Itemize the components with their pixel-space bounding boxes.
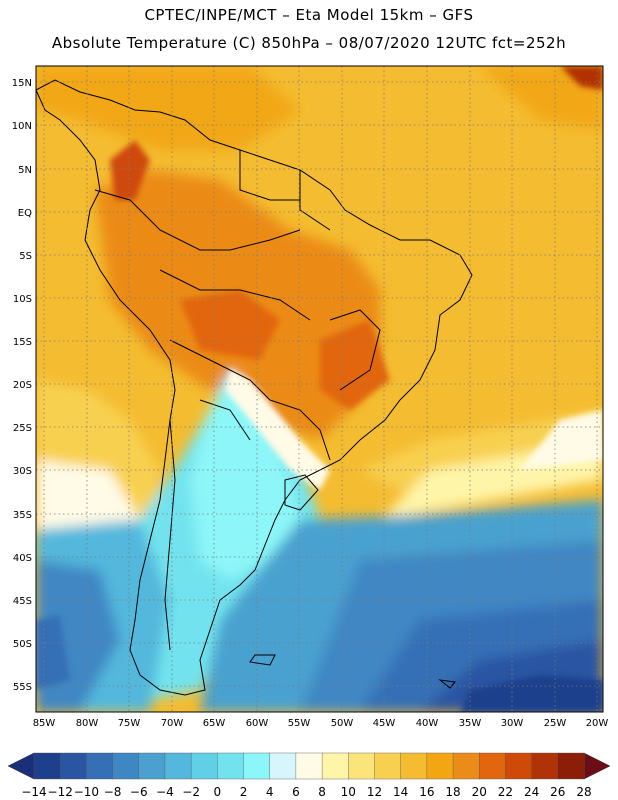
- colorbar-swatch: [374, 752, 402, 780]
- colorbar-over-arrow: [583, 752, 611, 780]
- colorbar-label: 22: [498, 785, 513, 799]
- colorbar-label: 28: [576, 785, 591, 799]
- lat-label: 15N: [12, 78, 32, 89]
- colorbar-label: −4: [156, 785, 174, 799]
- lat-label: 40S: [13, 553, 32, 564]
- colorbar-label: 12: [367, 785, 382, 799]
- colorbar-swatch: [505, 752, 533, 780]
- colorbar-label: −2: [182, 785, 200, 799]
- colorbar-swatch: [426, 752, 454, 780]
- lat-label: 35S: [13, 510, 32, 521]
- colorbar-swatch: [269, 752, 297, 780]
- colorbar-swatch: [190, 752, 218, 780]
- lat-label: 15S: [13, 337, 32, 348]
- colorbar-swatch: [217, 752, 245, 780]
- lon-label: 25W: [544, 718, 567, 729]
- colorbar-labels: −14 −12 −10 −8 −6 −4 −2 0 2 4 6 8 10 12 14 16 18 20 22 24 26…: [21, 785, 591, 799]
- colorbar-swatches: [33, 752, 585, 780]
- lat-label: EQ: [18, 208, 32, 219]
- lat-label: 55S: [13, 682, 32, 693]
- colorbar-label: −6: [130, 785, 148, 799]
- colorbar-label: 18: [445, 785, 460, 799]
- colorbar-label: 8: [318, 785, 326, 799]
- lon-label: 70W: [161, 718, 184, 729]
- lon-label: 75W: [118, 718, 141, 729]
- lat-label: 20S: [13, 380, 32, 391]
- colorbar-swatch: [33, 752, 61, 780]
- lat-label: 50S: [13, 639, 32, 650]
- colorbar-swatch: [138, 752, 166, 780]
- latitude-axis: 15N 10N 5N EQ 5S 10S 15S 20S 25S 30S 35S…: [12, 78, 32, 693]
- colorbar-under-arrow: [7, 752, 35, 780]
- lon-label: 50W: [331, 718, 354, 729]
- title-line-1: CPTEC/INPE/MCT – Eta Model 15km – GFS: [144, 6, 474, 24]
- graticule: [36, 66, 603, 712]
- colorbar-label: 16: [419, 785, 434, 799]
- lon-label: 30W: [501, 718, 524, 729]
- colorbar: −14 −12 −10 −8 −6 −4 −2 0 2 4 6 8 10 12 14 16 18 20 22 24 26…: [7, 752, 611, 799]
- colorbar-swatch: [479, 752, 507, 780]
- map-frame: [35, 65, 604, 713]
- colorbar-swatch: [59, 752, 87, 780]
- colorbar-swatch: [321, 752, 349, 780]
- colorbar-label: −14: [21, 785, 46, 799]
- lat-label: 30S: [13, 466, 32, 477]
- lon-label: 80W: [76, 718, 99, 729]
- lon-label: 20W: [586, 718, 609, 729]
- colorbar-label: 20: [472, 785, 487, 799]
- temperature-field: [36, 66, 603, 712]
- title-line-2: Absolute Temperature (C) 850hPa – 08/07/…: [51, 34, 567, 52]
- colorbar-swatch: [400, 752, 428, 780]
- colorbar-label: 4: [266, 785, 274, 799]
- lat-label: 10S: [13, 294, 32, 305]
- lon-label: 60W: [246, 718, 269, 729]
- colorbar-swatch: [557, 752, 585, 780]
- lon-label: 55W: [288, 718, 311, 729]
- colorbar-swatch: [86, 752, 114, 780]
- colorbar-label: 6: [292, 785, 300, 799]
- colorbar-label: −8: [104, 785, 122, 799]
- lat-label: 45S: [13, 596, 32, 607]
- lat-label: 5N: [18, 165, 32, 176]
- lon-label: 40W: [416, 718, 439, 729]
- longitude-axis: 85W 80W 75W 70W 65W 60W 55W 50W 45W 40W …: [33, 718, 609, 729]
- colorbar-swatch: [243, 752, 271, 780]
- colorbar-label: −12: [48, 785, 73, 799]
- coastline: [36, 79, 473, 696]
- colorbar-label: 10: [341, 785, 356, 799]
- lon-label: 85W: [33, 718, 56, 729]
- colorbar-label: 14: [393, 785, 408, 799]
- lon-label: 35W: [459, 718, 482, 729]
- colorbar-label: 2: [240, 785, 248, 799]
- lat-label: 10N: [12, 121, 32, 132]
- lat-label: 5S: [19, 251, 32, 262]
- lon-label: 45W: [373, 718, 396, 729]
- colorbar-swatch: [295, 752, 323, 780]
- colorbar-label: 26: [550, 785, 565, 799]
- colorbar-swatch: [452, 752, 480, 780]
- lat-label: 25S: [13, 423, 32, 434]
- colorbar-label: −10: [74, 785, 99, 799]
- colorbar-swatch: [531, 752, 559, 780]
- lon-label: 65W: [203, 718, 226, 729]
- colorbar-swatch: [112, 752, 140, 780]
- colorbar-label: 0: [214, 785, 222, 799]
- colorbar-label: 24: [524, 785, 539, 799]
- colorbar-swatch: [164, 752, 192, 780]
- colorbar-swatch: [348, 752, 376, 780]
